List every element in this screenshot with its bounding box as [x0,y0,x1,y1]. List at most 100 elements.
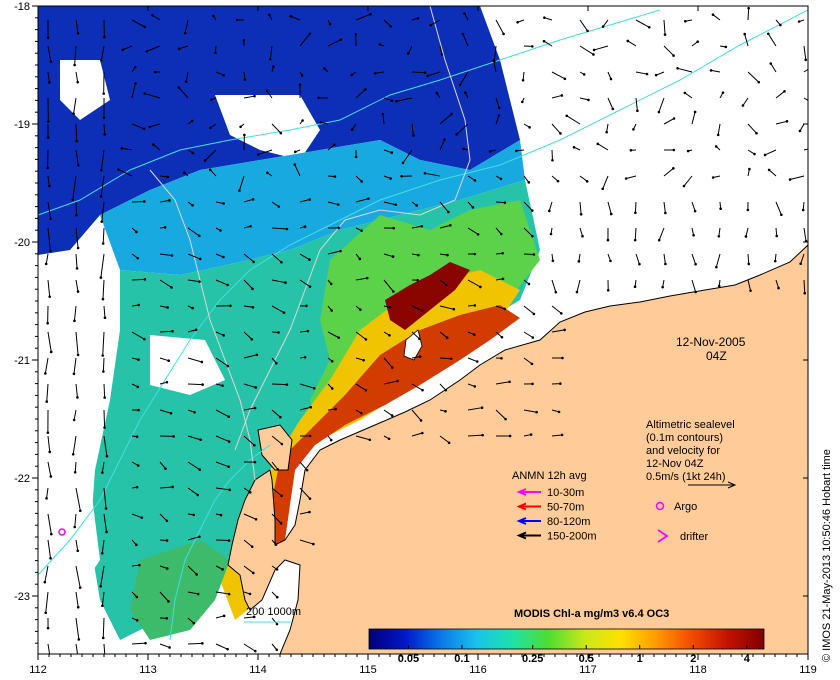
velocity-vector [243,95,255,99]
velocity-vector [523,357,533,365]
velocity-vector [290,15,301,21]
velocity-vector [215,357,229,367]
velocity-vector-head [473,179,477,182]
velocity-vector-head [168,199,171,202]
velocity-vector [204,149,217,161]
velocity-vector-head [676,67,679,70]
velocity-vector-head [354,33,358,36]
velocity-vector [47,643,51,654]
velocity-vector-head [497,106,501,110]
velocity-vector-head [785,120,789,123]
velocity-vector-head [336,203,340,206]
velocity-vector [103,643,106,654]
velocity-vector [45,253,49,264]
velocity-vector [159,357,169,362]
velocity-vector-head [201,642,204,645]
velocity-vector [179,45,189,50]
velocity-vector [159,643,170,648]
time-label: 04Z [706,349,727,363]
velocity-vector [635,71,648,75]
velocity-vector-head [337,226,340,230]
velocity-vectors [43,6,808,654]
velocity-vector-head [279,131,283,135]
velocity-vector [187,329,197,333]
velocity-vector-head [99,584,102,588]
velocity-vector-head [308,285,312,288]
velocity-vector [271,227,287,230]
land-mainland [227,244,808,654]
velocity-vector [383,253,394,258]
velocity-vector [75,253,78,269]
velocity-vector-head [429,23,433,27]
velocity-vector-head [252,260,255,264]
velocity-vector-head [473,304,477,307]
velocity-vector-head [323,67,326,70]
velocity-vector [655,71,665,76]
velocity-vector [103,409,106,428]
velocity-vector [131,19,146,28]
velocity-vector [75,383,78,398]
velocity-vector-head [102,370,105,373]
velocity-vector-head [769,62,773,65]
velocity-vector [187,279,200,283]
lat-tick-label: -22 [14,473,30,485]
velocity-vector-head [499,177,503,181]
velocity-vector-head [683,91,687,95]
velocity-vector [439,435,450,444]
velocity-vector-head [672,54,675,57]
velocity-vector-head [72,372,76,376]
velocity-vector [299,253,310,261]
velocity-vector-head [783,90,786,93]
colorbar-tick-label: 2 [690,653,696,665]
velocity-vector-head [444,283,448,287]
velocity-vector [663,253,666,265]
velocity-vector-head [749,289,752,292]
velocity-vector-head [101,242,105,245]
velocity-vector [47,539,52,559]
velocity-vector-head [559,132,562,135]
velocity-vector-head [592,53,595,56]
velocity-vector [439,45,443,55]
velocity-vector-head [551,259,555,263]
velocity-vector-head [45,400,49,403]
lat-tick-label: -21 [14,355,30,367]
velocity-vector-head [501,277,505,281]
velocity-vector-head [354,155,358,159]
velocity-vector-head [257,153,260,156]
velocity-vector-head [198,468,202,472]
velocity-vector [215,643,228,650]
velocity-vector-head [440,53,444,56]
velocity-vector-head [337,336,340,339]
velocity-vector-head [154,70,157,74]
velocity-vector-head [209,126,212,130]
velocity-vector [691,111,696,125]
velocity-vector-head [452,307,456,311]
velocity-vector-head [527,181,531,184]
velocity-vector [271,435,283,445]
velocity-vector [770,63,777,73]
velocity-vector-head [135,485,139,489]
velocity-vector-head [100,220,104,223]
velocity-vector-head [798,129,802,133]
velocity-vector [327,201,339,206]
velocity-vector [424,172,441,177]
velocity-vector-head [724,45,728,49]
velocity-vector-head [330,309,334,312]
velocity-vector-head [222,255,225,259]
velocity-vector-head [165,567,169,570]
velocity-vector-head [777,286,780,290]
velocity-vector-head [364,389,368,392]
velocity-vector-head [672,167,675,170]
velocity-vector [467,357,478,363]
velocity-vector [396,97,413,102]
velocity-vector [467,434,483,437]
velocity-vector-head [521,100,524,104]
velocity-vector-head [49,475,53,478]
land-peninsula-coast [257,424,293,471]
velocity-vector [299,33,311,47]
velocity-vector-head [305,304,308,308]
velocity-vector [579,175,588,182]
velocity-vector-head [365,276,369,280]
velocity-vector [411,225,422,229]
velocity-vector-head [775,234,779,238]
